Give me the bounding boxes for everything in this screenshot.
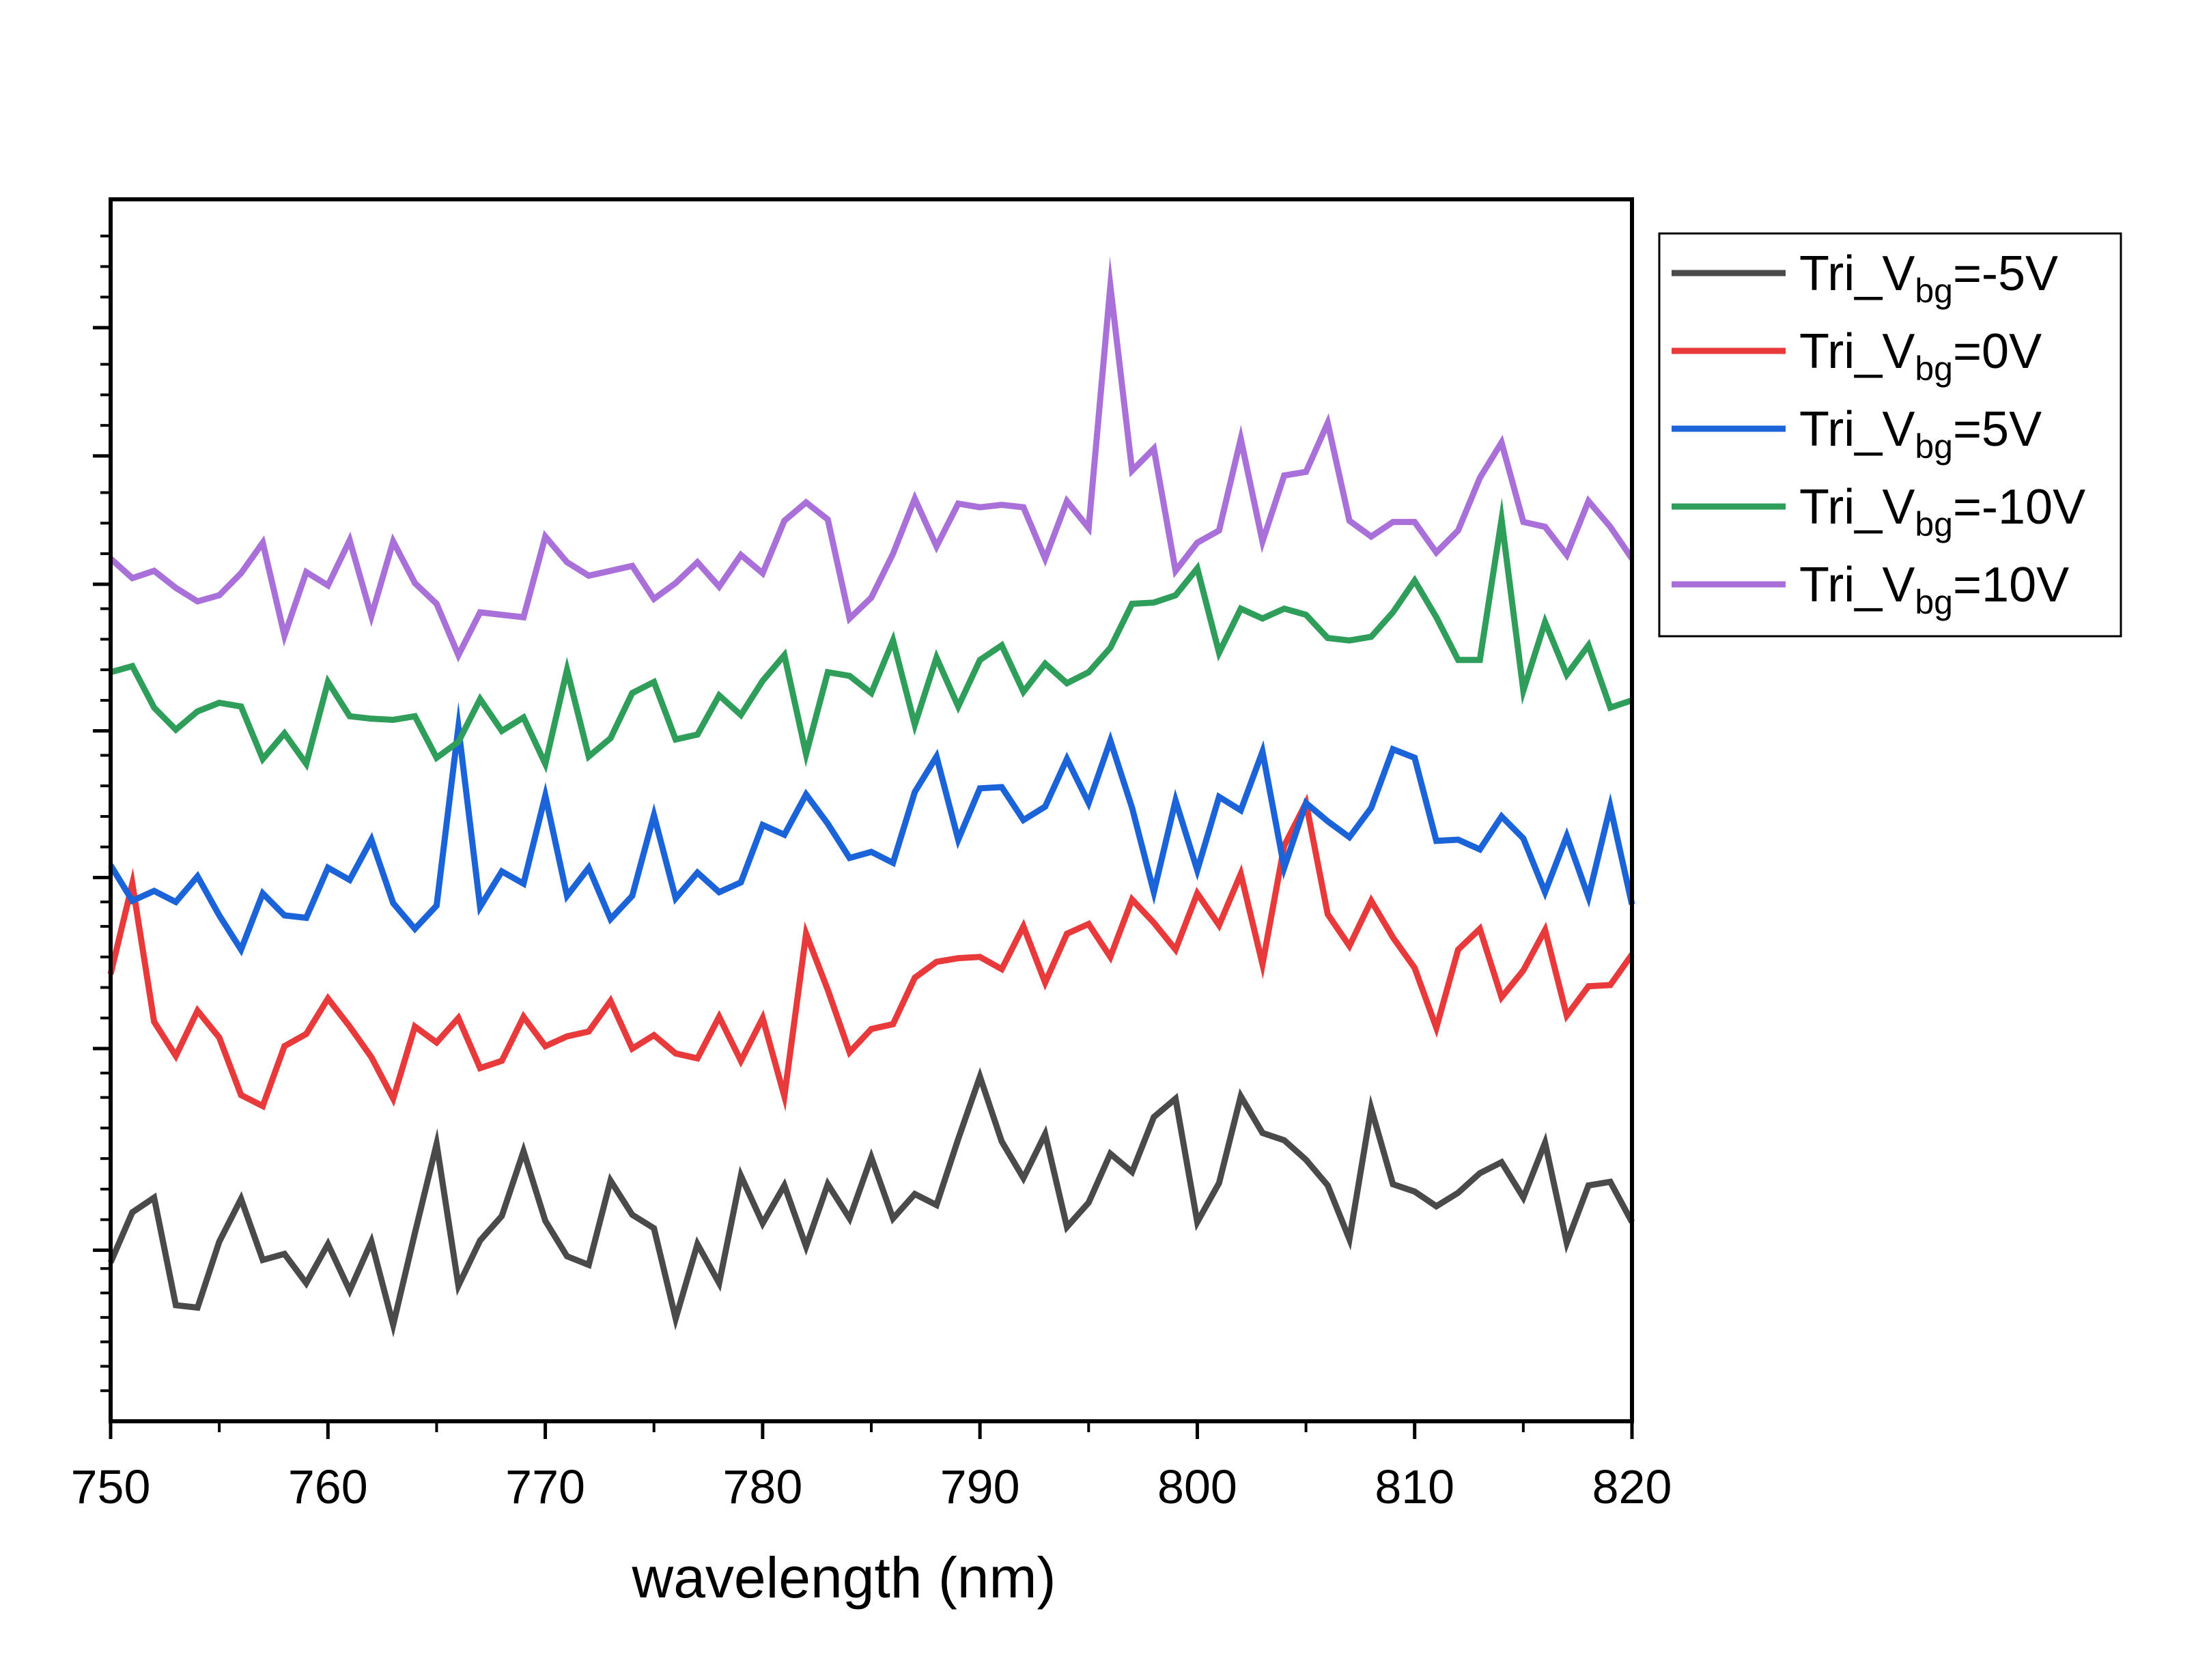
x-tick-label: 750 [71,1460,151,1513]
x-tick-label: 790 [940,1460,1020,1513]
legend-label-subscript: bg [1915,583,1953,621]
series-line-1 [107,1067,1635,1338]
x-tick-label: 760 [288,1460,368,1513]
legend-label-prefix: Tri_V [1799,324,1915,379]
legend-label-prefix: Tri_V [1799,480,1915,535]
x-tick-label: 800 [1157,1460,1237,1513]
x-tick-label: 810 [1375,1460,1454,1513]
legend-label-subscript: bg [1915,350,1953,388]
series-line-5 [108,256,1635,663]
legend-label-suffix: =-10V [1953,480,2085,535]
legend-label-suffix: =0V [1953,324,2042,379]
legend-label-subscript: bg [1915,505,1953,543]
x-tick-label: 780 [722,1460,802,1513]
legend-label-subscript: bg [1915,272,1953,310]
x-tick-labels: 750 760 770 780 790 800 810 820 [71,1460,1672,1513]
legend-box [1658,232,2122,638]
legend-entry-label: Tri_Vbg=5V [1799,402,2042,466]
legend-label-prefix: Tri_V [1799,246,1915,301]
series-line-4 [109,497,1633,773]
x-tick-label: 820 [1592,1460,1672,1513]
series-line-3 [108,701,1635,957]
legend-label-prefix: Tri_V [1799,558,1915,612]
legend: Tri_Vbg=-5VTri_Vbg=0VTri_Vbg=5VTri_Vbg=-… [1658,232,2122,638]
legend-label-suffix: =-5V [1953,246,2058,301]
legend-entry-label: Tri_Vbg=-5V [1799,246,2058,310]
legend-label-prefix: Tri_V [1799,402,1915,457]
legend-label-suffix: =10V [1953,558,2069,612]
legend-label-subscript: bg [1915,427,1953,466]
legend-entry-label: Tri_Vbg=-10V [1799,480,2085,543]
plot-frame [109,197,1634,1423]
legend-entry-label: Tri_Vbg=0V [1799,324,2042,388]
x-axis-label: wavelength (nm) [632,1546,1056,1610]
legend-label-suffix: =5V [1953,402,2042,457]
series-line-2 [107,793,1635,1112]
x-tick-label: 770 [505,1460,585,1513]
series-lines [107,256,1635,1338]
legend-entry-label: Tri_Vbg=10V [1799,558,2069,621]
